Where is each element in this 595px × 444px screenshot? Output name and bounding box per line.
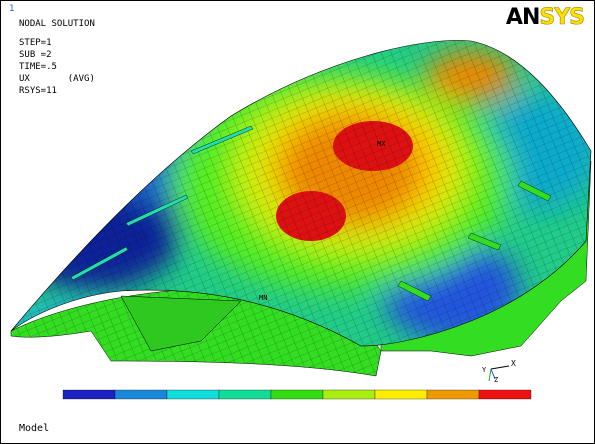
triad-z: Z <box>494 376 499 384</box>
triad-y: Y <box>482 366 487 374</box>
logo-part: AN <box>505 5 540 30</box>
max-marker: MX <box>377 140 386 148</box>
inner-support <box>120 295 242 352</box>
min-marker: MN <box>259 294 268 302</box>
info-line: STEP=1 <box>19 38 52 48</box>
roof-outline <box>10 40 592 347</box>
color-legend <box>62 389 532 400</box>
info-line: SUB =2 <box>19 50 52 60</box>
stiffeners <box>70 125 552 302</box>
triad <box>488 365 510 382</box>
info-line: UX (AVG) <box>19 74 95 84</box>
info-line: RSYS=11 <box>19 86 57 96</box>
triad-x: X <box>511 359 516 368</box>
info-line: TIME=.5 <box>19 62 57 72</box>
window-number: 1 <box>9 4 15 14</box>
plot-title: NODAL SOLUTION <box>19 19 95 29</box>
footer-label: Model <box>19 423 50 434</box>
logo-part: SYS <box>539 5 585 31</box>
ansys-logo: ANSYS <box>505 5 585 31</box>
